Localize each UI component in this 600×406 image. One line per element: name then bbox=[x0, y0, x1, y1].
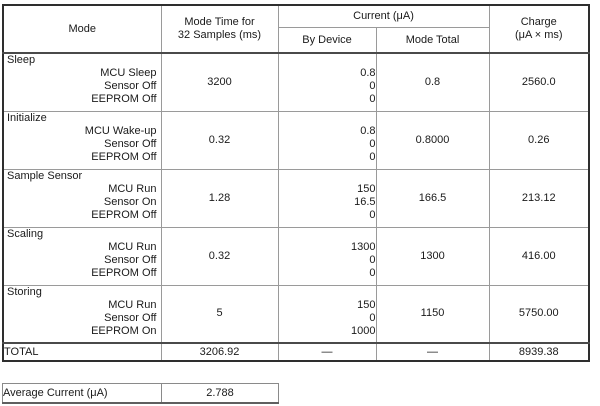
device-line: EEPROM Off bbox=[91, 93, 157, 105]
by-device-value: 1000 bbox=[351, 324, 376, 337]
mode-total-cell: 1150 bbox=[375, 284, 490, 344]
average-current-table: Average Current (μA) 2.788 bbox=[2, 383, 279, 404]
table-row-storing: Storing MCU Run Sensor Off EEPROM On 5 1… bbox=[2, 284, 590, 344]
by-device-value: 0.8 bbox=[360, 67, 376, 79]
mode-cell: Scaling MCU Run Sensor Off EEPROM Off bbox=[2, 226, 162, 286]
mode-total-cell: 1300 bbox=[375, 226, 490, 286]
by-device-cell: 150 0 1000 bbox=[277, 284, 377, 344]
total-label: TOTAL bbox=[2, 342, 162, 362]
header-charge: Charge (μA × ms) bbox=[488, 4, 590, 54]
device-line: EEPROM On bbox=[91, 324, 157, 337]
mode-cell: Sample Sensor MCU Run Sensor On EEPROM O… bbox=[2, 168, 162, 228]
total-mode-total-dash: — bbox=[375, 342, 490, 362]
by-device-value: 150 bbox=[357, 182, 376, 195]
power-budget-table: Mode Mode Time for 32 Samples (ms) Curre… bbox=[2, 4, 590, 362]
device-line: Sensor Off bbox=[104, 253, 157, 266]
mode-name: Storing bbox=[7, 285, 42, 298]
device-line: Sensor Off bbox=[104, 311, 157, 324]
by-device-value: 0 bbox=[369, 311, 376, 324]
by-device-value: 1300 bbox=[351, 240, 376, 253]
device-line: MCU Run bbox=[108, 298, 157, 311]
device-line: Sensor On bbox=[103, 195, 157, 208]
mode-time-cell: 3200 bbox=[160, 52, 279, 112]
device-line: Sensor Off bbox=[104, 137, 157, 150]
mode-time-cell: 1.28 bbox=[160, 168, 279, 228]
charge-cell: 213.12 bbox=[488, 168, 590, 228]
mode-total-cell: 0.8000 bbox=[375, 110, 490, 170]
header-mode-total: Mode Total bbox=[375, 27, 490, 54]
mode-time-cell: 0.32 bbox=[160, 226, 279, 286]
header-charge-line2: (μA × ms) bbox=[514, 29, 563, 41]
spacer bbox=[279, 54, 376, 67]
device-line: MCU Run bbox=[108, 182, 157, 195]
by-device-value: 0 bbox=[369, 93, 376, 105]
mode-name: Sleep bbox=[7, 54, 36, 66]
spacer bbox=[279, 286, 376, 299]
header-current-group: Current (μA) bbox=[277, 4, 490, 28]
mode-cell: Initialize MCU Wake-up Sensor Off EEPROM… bbox=[2, 110, 162, 170]
spacer bbox=[279, 112, 376, 125]
header-by-device: By Device bbox=[277, 27, 377, 54]
average-current-value: 2.788 bbox=[161, 383, 279, 404]
by-device-value: 0 bbox=[369, 253, 376, 266]
header-mode: Mode bbox=[2, 4, 162, 54]
mode-total-cell: 0.8 bbox=[375, 52, 490, 112]
mode-cell: Storing MCU Run Sensor Off EEPROM On bbox=[2, 284, 162, 344]
table-row-sleep: Sleep MCU Sleep Sensor Off EEPROM Off 32… bbox=[2, 52, 590, 112]
device-line: Sensor Off bbox=[104, 80, 157, 92]
device-line: EEPROM Off bbox=[91, 266, 157, 279]
charge-cell: 2560.0 bbox=[488, 52, 590, 112]
device-line: EEPROM Off bbox=[91, 150, 157, 163]
mode-total-cell: 166.5 bbox=[375, 168, 490, 228]
by-device-value: 0.8 bbox=[360, 124, 376, 137]
by-device-cell: 0.8 0 0 bbox=[277, 110, 377, 170]
device-line: MCU Sleep bbox=[100, 67, 157, 79]
table-row-total: TOTAL 3206.92 — — 8939.38 bbox=[2, 342, 590, 362]
table-header: Mode Mode Time for 32 Samples (ms) Curre… bbox=[2, 4, 590, 54]
mode-name: Sample Sensor bbox=[7, 169, 83, 182]
by-device-cell: 150 16.5 0 bbox=[277, 168, 377, 228]
header-charge-line1: Charge bbox=[520, 16, 557, 28]
mode-name: Initialize bbox=[7, 111, 47, 124]
header-mode-time-line1: Mode Time for bbox=[184, 16, 255, 28]
header-mode-time-line2: 32 Samples (ms) bbox=[177, 29, 262, 41]
mode-time-cell: 0.32 bbox=[160, 110, 279, 170]
device-line: EEPROM Off bbox=[91, 208, 157, 221]
table-row-initialize: Initialize MCU Wake-up Sensor Off EEPROM… bbox=[2, 110, 590, 170]
table-row-sample-sensor: Sample Sensor MCU Run Sensor On EEPROM O… bbox=[2, 168, 590, 228]
average-current-row: Average Current (μA) 2.788 bbox=[2, 383, 279, 404]
spacer bbox=[279, 228, 376, 241]
table-row-scaling: Scaling MCU Run Sensor Off EEPROM Off 0.… bbox=[2, 226, 590, 286]
average-current-label: Average Current (μA) bbox=[2, 383, 162, 404]
by-device-value: 0 bbox=[369, 137, 376, 150]
total-charge: 8939.38 bbox=[488, 342, 590, 362]
mode-cell: Sleep MCU Sleep Sensor Off EEPROM Off bbox=[2, 52, 162, 112]
total-mode-time: 3206.92 bbox=[160, 342, 279, 362]
header-mode-time: Mode Time for 32 Samples (ms) bbox=[160, 4, 279, 54]
spacer bbox=[279, 170, 376, 183]
by-device-cell: 1300 0 0 bbox=[277, 226, 377, 286]
mode-name: Scaling bbox=[7, 227, 44, 240]
by-device-value: 16.5 bbox=[354, 195, 376, 208]
by-device-cell: 0.8 0 0 bbox=[277, 52, 377, 112]
by-device-value: 0 bbox=[369, 80, 376, 92]
charge-cell: 5750.00 bbox=[488, 284, 590, 344]
by-device-value: 0 bbox=[369, 150, 376, 163]
by-device-value: 0 bbox=[369, 266, 376, 279]
mode-time-cell: 5 bbox=[160, 284, 279, 344]
by-device-value: 150 bbox=[357, 298, 376, 311]
charge-cell: 0.26 bbox=[488, 110, 590, 170]
charge-cell: 416.00 bbox=[488, 226, 590, 286]
device-line: MCU Wake-up bbox=[84, 124, 157, 137]
by-device-value: 0 bbox=[369, 208, 376, 221]
device-line: MCU Run bbox=[108, 240, 157, 253]
total-by-device-dash: — bbox=[277, 342, 377, 362]
